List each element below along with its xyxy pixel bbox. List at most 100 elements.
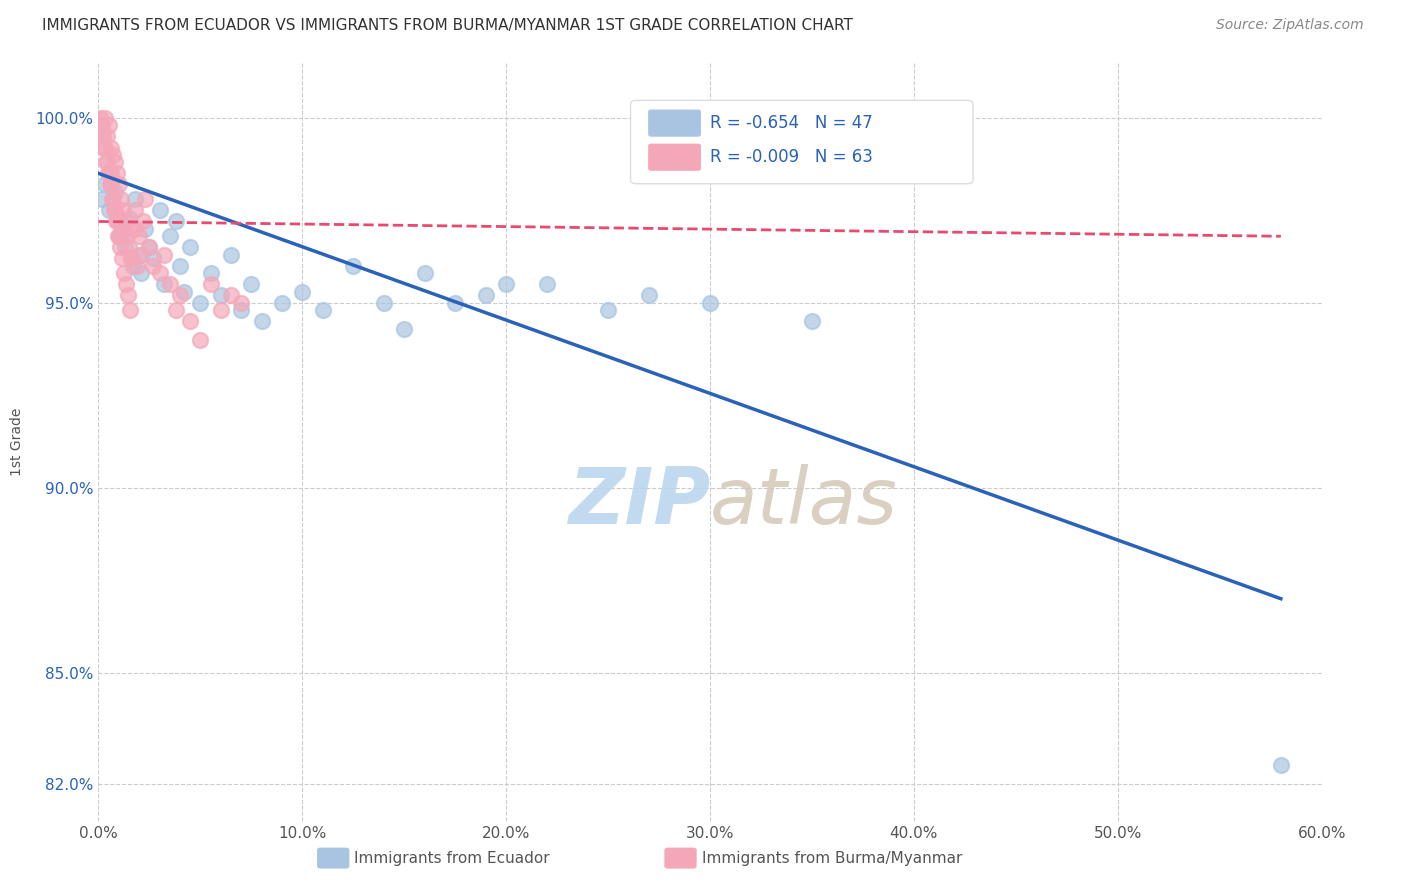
Point [495,277,517,292]
Point [100,178,122,192]
Point [108,178,131,192]
Point [219,288,242,302]
Text: Source: ZipAtlas.com: Source: ZipAtlas.com [1216,18,1364,32]
Point [111,222,134,236]
Point [120,252,142,266]
Point [97,203,120,218]
Point [200,266,222,280]
Point [114,240,136,254]
Point [104,214,127,228]
Point [209,303,232,318]
Point [179,240,201,254]
Point [1270,758,1292,772]
Point [91,129,114,144]
Point [122,222,145,236]
Point [392,322,416,336]
Text: Immigrants from Burma/Myanmar: Immigrants from Burma/Myanmar [702,851,962,865]
Point [149,266,172,280]
Point [138,240,160,254]
Point [444,296,467,310]
Point [118,211,141,225]
Point [312,303,335,318]
Point [152,248,174,262]
Point [96,155,118,169]
Point [124,203,146,218]
Point [801,314,824,328]
Point [93,140,115,154]
Point [98,178,121,192]
Text: R = -0.654   N = 47: R = -0.654 N = 47 [710,114,873,132]
Text: ZIP: ZIP [568,464,710,541]
Point [110,229,132,244]
Point [134,222,156,236]
Point [101,192,124,206]
Point [94,140,117,154]
Point [100,192,122,206]
Point [240,277,263,292]
Point [188,296,212,310]
Point [94,155,117,169]
Point [152,277,174,292]
Point [474,288,498,302]
Point [107,229,129,244]
Point [200,277,222,292]
Point [97,118,120,132]
Point [209,288,232,302]
Point [169,259,191,273]
FancyBboxPatch shape [648,111,700,136]
Point [142,259,165,273]
FancyBboxPatch shape [648,145,700,170]
Point [159,277,181,292]
Text: atlas: atlas [710,464,898,541]
Point [91,118,114,132]
Point [100,166,122,180]
Text: Immigrants from Ecuador: Immigrants from Ecuador [354,851,550,865]
Point [342,259,364,273]
Point [108,240,131,254]
Point [120,252,142,266]
FancyBboxPatch shape [630,101,973,184]
Point [110,192,132,206]
Text: R = -0.009   N = 63: R = -0.009 N = 63 [710,148,873,166]
Point [118,240,141,254]
Point [105,214,128,228]
Point [127,259,149,273]
Point [132,214,155,228]
Point [97,166,120,180]
Point [91,192,114,206]
Point [105,166,128,180]
Point [159,229,181,244]
Point [637,288,661,302]
Point [536,277,558,292]
Point [111,252,134,266]
Point [219,248,242,262]
Point [270,296,294,310]
Point [115,229,138,244]
Point [103,203,125,218]
Point [93,178,115,192]
Point [142,252,165,266]
Point [115,277,138,292]
Point [129,248,152,262]
Point [699,296,721,310]
Point [111,203,134,218]
Point [108,229,131,244]
Point [173,285,195,299]
Point [128,248,150,262]
Point [188,333,212,347]
Point [165,303,187,318]
Point [138,240,160,254]
Point [108,214,131,228]
Point [104,185,127,199]
Point [128,229,150,244]
Point [90,129,112,144]
Point [149,203,172,218]
Point [117,288,139,302]
Point [169,288,191,302]
Y-axis label: 1st Grade: 1st Grade [10,408,24,475]
Point [93,111,115,125]
Point [250,314,273,328]
Point [104,203,127,218]
Point [90,118,112,132]
Point [124,222,146,236]
